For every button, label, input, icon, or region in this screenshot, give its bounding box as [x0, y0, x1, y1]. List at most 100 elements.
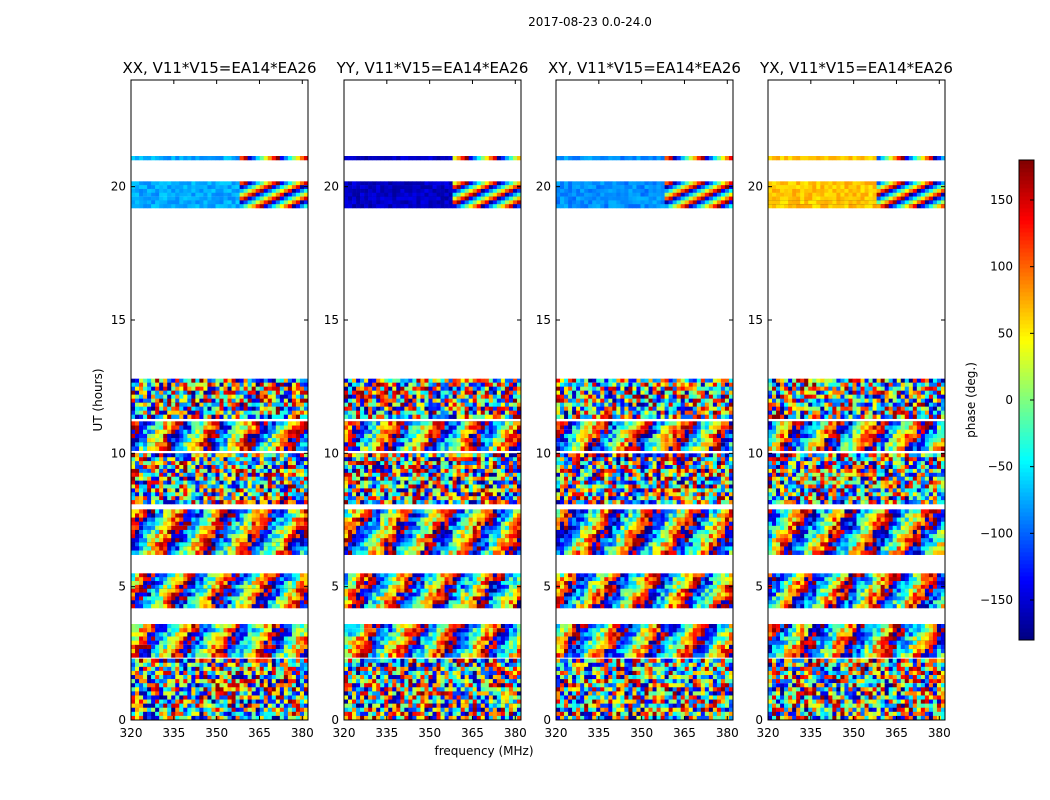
phase-cell — [247, 480, 252, 485]
y-tick-label: 5 — [118, 580, 126, 594]
phase-cell — [352, 707, 357, 713]
phase-cell — [191, 461, 196, 466]
phase-cell — [163, 699, 168, 704]
phase-cell — [500, 573, 506, 578]
phase-cell — [159, 192, 164, 197]
phase-cell — [392, 683, 397, 688]
phase-cell — [195, 453, 200, 458]
phase-cell — [372, 679, 377, 684]
phase-cell — [135, 670, 140, 676]
phase-cell — [171, 644, 176, 650]
phase-cell — [235, 525, 240, 531]
phase-cell — [207, 670, 212, 676]
phase-cell — [231, 670, 236, 676]
phase-cell — [287, 624, 293, 629]
phase-cell — [356, 596, 361, 601]
phase-cell — [235, 442, 240, 447]
phase-cell — [460, 699, 465, 704]
phase-cell — [295, 683, 301, 688]
phase-cell — [167, 457, 172, 462]
phase-cell — [163, 538, 168, 543]
phase-cell — [135, 513, 140, 518]
phase-cell — [408, 596, 413, 601]
phase-cell — [388, 581, 393, 586]
phase-cell — [303, 581, 309, 586]
phase-cell — [299, 542, 305, 547]
phase-cell — [203, 581, 208, 586]
phase-cell — [412, 588, 417, 593]
phase-cell — [223, 577, 228, 582]
phase-cell — [275, 691, 281, 696]
phase-cell — [287, 472, 293, 478]
phase-cell — [155, 457, 160, 462]
phase-cell — [195, 465, 200, 470]
phase-cell — [163, 465, 168, 470]
phase-cell — [388, 711, 393, 717]
phase-cell — [352, 666, 357, 672]
phase-cell — [263, 188, 269, 194]
phase-cell — [227, 200, 232, 205]
phase-cell — [167, 644, 172, 650]
phase-cell — [287, 196, 293, 201]
phase-cell — [456, 687, 461, 692]
phase-cell — [195, 433, 200, 439]
phase-cell — [199, 640, 204, 646]
phase-cell — [151, 600, 156, 605]
phase-cell — [271, 699, 277, 704]
phase-cell — [368, 707, 373, 713]
phase-cell — [139, 711, 144, 717]
phase-cell — [356, 592, 361, 597]
phase-cell — [400, 596, 405, 601]
phase-cell — [472, 600, 478, 605]
phase-cell — [167, 488, 172, 493]
phase-cell — [199, 484, 204, 489]
phase-cell — [235, 429, 240, 435]
phase-cell — [199, 546, 204, 551]
phase-cell — [191, 425, 196, 431]
phase-cell — [147, 573, 152, 578]
phase-cell — [139, 662, 144, 668]
phase-cell — [275, 711, 281, 717]
phase-cell — [235, 687, 240, 692]
phase-cell — [259, 500, 265, 505]
phase-cell — [143, 496, 148, 501]
phase-cell — [243, 644, 248, 650]
phase-cell — [243, 699, 248, 704]
phase-cell — [279, 525, 285, 531]
phase-cell — [376, 695, 381, 700]
phase-cell — [444, 600, 449, 605]
phase-cell — [492, 687, 498, 692]
phase-cell — [295, 691, 301, 696]
phase-cell — [263, 488, 269, 493]
phase-cell — [400, 584, 405, 590]
phase-cell — [287, 644, 293, 650]
phase-cell — [303, 181, 309, 186]
phase-cell — [392, 695, 397, 700]
phase-cell — [416, 715, 421, 721]
phase-cell — [155, 588, 160, 593]
phase-cell — [135, 390, 140, 395]
phase-cell — [239, 472, 244, 478]
phase-cell — [171, 496, 176, 501]
phase-cell — [251, 577, 256, 582]
phase-cell — [231, 421, 236, 426]
phase-cell — [223, 542, 228, 547]
phase-cell — [139, 406, 144, 411]
phase-cell — [183, 640, 188, 646]
phase-cell — [147, 699, 152, 704]
phase-cell — [199, 592, 204, 597]
phase-cell — [247, 662, 252, 668]
phase-cell — [191, 500, 196, 505]
phase-cell — [404, 658, 409, 664]
phase-cell — [416, 662, 421, 668]
phase-cell — [456, 683, 461, 688]
phase-cell — [203, 596, 208, 601]
phase-cell — [191, 421, 196, 426]
phase-cell — [187, 670, 192, 676]
phase-cell — [259, 546, 265, 551]
phase-cell — [207, 480, 212, 485]
phase-cell — [211, 538, 216, 543]
phase-cell — [496, 577, 502, 582]
phase-cell — [492, 577, 498, 582]
phase-cell — [372, 604, 377, 609]
